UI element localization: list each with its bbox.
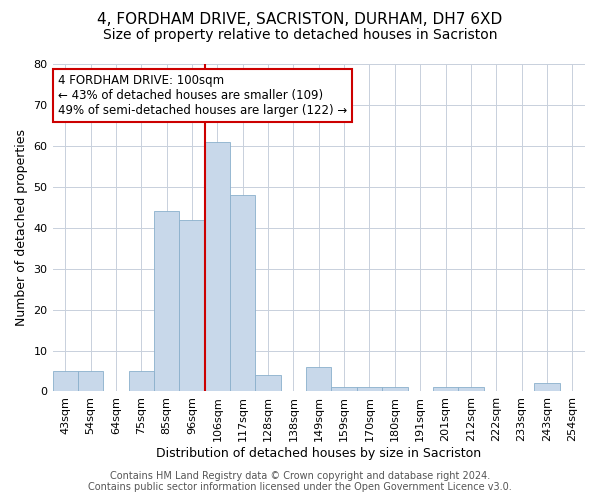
Text: 4 FORDHAM DRIVE: 100sqm
← 43% of detached houses are smaller (109)
49% of semi-d: 4 FORDHAM DRIVE: 100sqm ← 43% of detache… — [58, 74, 347, 117]
Bar — [433, 388, 458, 392]
Bar — [128, 371, 154, 392]
Bar — [53, 371, 78, 392]
Bar — [357, 388, 382, 392]
Text: 4, FORDHAM DRIVE, SACRISTON, DURHAM, DH7 6XD: 4, FORDHAM DRIVE, SACRISTON, DURHAM, DH7… — [97, 12, 503, 28]
Bar — [256, 375, 281, 392]
Bar — [205, 142, 230, 392]
Text: Size of property relative to detached houses in Sacriston: Size of property relative to detached ho… — [103, 28, 497, 42]
Bar — [230, 195, 256, 392]
Bar — [154, 212, 179, 392]
Bar — [306, 367, 331, 392]
Bar — [331, 388, 357, 392]
Text: Contains HM Land Registry data © Crown copyright and database right 2024.
Contai: Contains HM Land Registry data © Crown c… — [88, 471, 512, 492]
Bar — [458, 388, 484, 392]
Bar — [179, 220, 205, 392]
Bar — [78, 371, 103, 392]
X-axis label: Distribution of detached houses by size in Sacriston: Distribution of detached houses by size … — [156, 447, 481, 460]
Y-axis label: Number of detached properties: Number of detached properties — [15, 129, 28, 326]
Bar — [382, 388, 407, 392]
Bar — [534, 384, 560, 392]
